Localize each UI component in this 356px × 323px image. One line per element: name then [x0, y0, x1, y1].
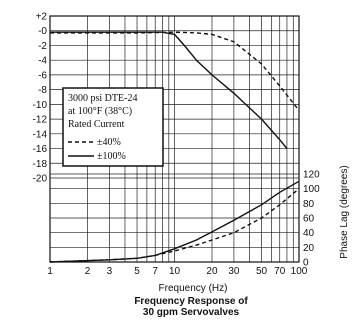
x-tick-label: 20 — [206, 266, 218, 277]
amplitude-tick-label: -12 — [33, 115, 48, 126]
amplitude-tick-label: -6 — [38, 70, 47, 81]
amplitude-tick-label: -8 — [38, 85, 47, 96]
series-line-amplitude-solid — [50, 31, 288, 149]
plot-frame — [49, 15, 300, 263]
x-tick-label: 7 — [152, 266, 158, 277]
legend-entry-100: ±100% — [97, 151, 126, 162]
phase-tick-label: 80 — [303, 199, 315, 210]
phase-axis-title: Phase Lag (degrees) — [339, 165, 350, 258]
phase-tick-label: 60 — [303, 214, 315, 225]
amplitude-tick-label: -14 — [33, 129, 48, 140]
legend: 3000 psi DTE-24 at 100°F (38°C) Rated Cu… — [62, 87, 164, 167]
x-tick-label: 10 — [169, 266, 181, 277]
amplitude-tick-label: -10 — [33, 100, 48, 111]
x-tick-label: 5 — [134, 266, 140, 277]
x-tick-label: 1 — [47, 266, 53, 277]
amplitude-tick-label: -4 — [38, 56, 47, 67]
phase-tick-labels: 0 20 40 60 80 100 120 — [303, 170, 320, 269]
x-tick-label: 3 — [107, 266, 113, 277]
phase-tick-label: 40 — [303, 228, 315, 239]
phase-tick-label: 100 — [303, 184, 320, 195]
amplitude-tick-label: -2 — [38, 41, 47, 52]
phase-tick-label: 20 — [303, 243, 315, 254]
caption-line-1: Frequency Response of — [134, 296, 248, 307]
legend-entry-40: ±40% — [97, 137, 121, 148]
amplitude-tick-label: -18 — [33, 159, 48, 170]
x-tick-labels: 1 2 3 5 7 10 20 30 50 70 100 — [47, 266, 308, 277]
phase-tick-label: 0 — [303, 258, 309, 269]
x-axis-title: Frequency (Hz) — [159, 283, 228, 294]
x-tick-label: 50 — [256, 266, 268, 277]
grid — [49, 15, 300, 263]
x-tick-label: 100 — [291, 266, 308, 277]
caption-line-2: 30 gpm Servovalves — [143, 307, 240, 318]
legend-box — [62, 87, 164, 167]
x-tick-label: 2 — [85, 266, 91, 277]
legend-title-line-3: Rated Current — [68, 119, 125, 130]
amplitude-tick-label: -0 — [38, 26, 47, 37]
x-tick-label: 30 — [228, 266, 240, 277]
amplitude-tick-label: -20 — [33, 174, 48, 185]
x-tick-label: 70 — [274, 266, 286, 277]
amplitude-tick-labels: +2 -0 -2 -4 -6 -8 -10 -12 -14 -16 -18 -20 — [33, 12, 48, 185]
amplitude-tick-label: +2 — [36, 12, 48, 23]
series-lines — [49, 31, 300, 263]
legend-title-line-1: 3000 psi DTE-24 — [68, 93, 137, 104]
legend-title-line-2: at 100°F (38°C) — [68, 106, 132, 117]
amplitude-tick-label: -16 — [33, 144, 48, 155]
series-line-phase-solid — [49, 180, 300, 263]
phase-tick-label: 120 — [303, 170, 320, 181]
